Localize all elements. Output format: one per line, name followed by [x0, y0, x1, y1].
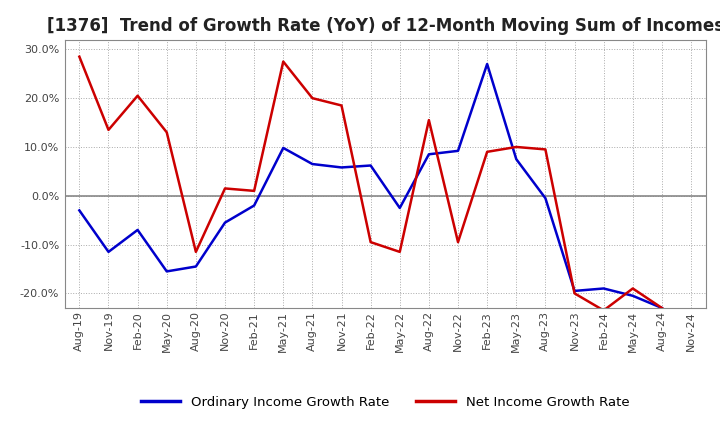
- Ordinary Income Growth Rate: [163, 269, 171, 274]
- Net Income Growth Rate: [425, 117, 433, 123]
- Ordinary Income Growth Rate: [279, 145, 287, 150]
- Ordinary Income Growth Rate: [657, 305, 666, 311]
- Ordinary Income Growth Rate: [541, 195, 550, 201]
- Net Income Growth Rate: [250, 188, 258, 194]
- Net Income Growth Rate: [541, 147, 550, 152]
- Net Income Growth Rate: [163, 130, 171, 135]
- Net Income Growth Rate: [133, 93, 142, 99]
- Net Income Growth Rate: [279, 59, 287, 64]
- Net Income Growth Rate: [629, 286, 637, 291]
- Line: Net Income Growth Rate: Net Income Growth Rate: [79, 57, 662, 311]
- Net Income Growth Rate: [337, 103, 346, 108]
- Ordinary Income Growth Rate: [570, 288, 579, 293]
- Net Income Growth Rate: [570, 291, 579, 296]
- Ordinary Income Growth Rate: [308, 161, 317, 167]
- Ordinary Income Growth Rate: [133, 227, 142, 233]
- Legend: Ordinary Income Growth Rate, Net Income Growth Rate: Ordinary Income Growth Rate, Net Income …: [135, 390, 635, 414]
- Ordinary Income Growth Rate: [75, 208, 84, 213]
- Ordinary Income Growth Rate: [687, 193, 696, 198]
- Ordinary Income Growth Rate: [337, 165, 346, 170]
- Net Income Growth Rate: [657, 305, 666, 311]
- Ordinary Income Growth Rate: [366, 163, 375, 168]
- Net Income Growth Rate: [308, 95, 317, 101]
- Ordinary Income Growth Rate: [395, 205, 404, 211]
- Net Income Growth Rate: [454, 239, 462, 245]
- Ordinary Income Growth Rate: [104, 249, 113, 254]
- Ordinary Income Growth Rate: [220, 220, 229, 225]
- Net Income Growth Rate: [483, 149, 492, 154]
- Ordinary Income Growth Rate: [512, 157, 521, 162]
- Net Income Growth Rate: [512, 144, 521, 150]
- Net Income Growth Rate: [599, 308, 608, 313]
- Ordinary Income Growth Rate: [599, 286, 608, 291]
- Net Income Growth Rate: [192, 249, 200, 254]
- Net Income Growth Rate: [687, 193, 696, 198]
- Ordinary Income Growth Rate: [192, 264, 200, 269]
- Line: Ordinary Income Growth Rate: Ordinary Income Growth Rate: [79, 64, 662, 308]
- Net Income Growth Rate: [220, 186, 229, 191]
- Net Income Growth Rate: [395, 249, 404, 254]
- Ordinary Income Growth Rate: [483, 61, 492, 66]
- Net Income Growth Rate: [75, 54, 84, 59]
- Net Income Growth Rate: [104, 127, 113, 132]
- Net Income Growth Rate: [366, 239, 375, 245]
- Ordinary Income Growth Rate: [454, 148, 462, 154]
- Ordinary Income Growth Rate: [629, 293, 637, 298]
- Title: [1376]  Trend of Growth Rate (YoY) of 12-Month Moving Sum of Incomes: [1376] Trend of Growth Rate (YoY) of 12-…: [47, 17, 720, 35]
- Ordinary Income Growth Rate: [250, 203, 258, 208]
- Ordinary Income Growth Rate: [425, 152, 433, 157]
